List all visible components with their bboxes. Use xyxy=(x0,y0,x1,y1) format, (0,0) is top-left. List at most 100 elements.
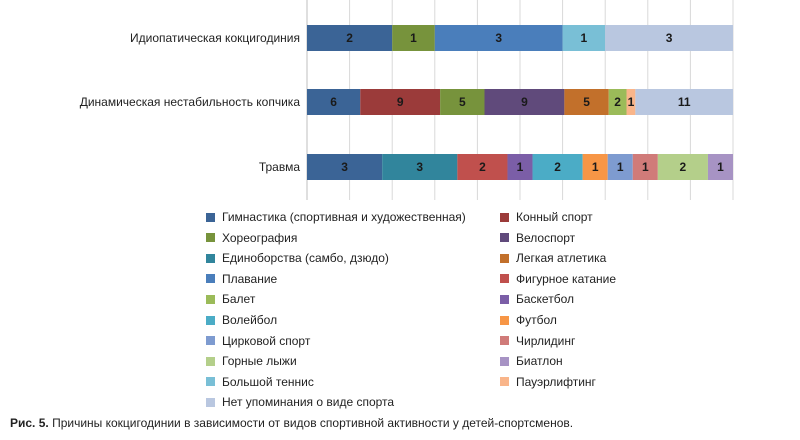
legend-item: Горные лыжи xyxy=(206,354,297,368)
data-label: 2 xyxy=(479,160,486,174)
bar-segment xyxy=(360,89,441,115)
legend-item: Нет упоминания о виде спорта xyxy=(206,395,394,409)
bar-segment xyxy=(382,154,458,180)
bar-segment xyxy=(564,89,609,115)
legend-label: Плавание xyxy=(222,271,278,286)
data-label: 1 xyxy=(581,31,588,45)
bar-segment xyxy=(626,89,636,115)
legend-swatch xyxy=(500,233,509,243)
data-label: 3 xyxy=(416,160,423,174)
category-label: Динамическая нестабильность копчика xyxy=(80,95,301,109)
legend-item: Волейбол xyxy=(206,313,277,327)
legend-item: Единоборства (самбо, дзюдо) xyxy=(206,251,389,265)
legend-label: Велоспорт xyxy=(516,230,576,245)
bar-segment xyxy=(707,154,733,180)
caption-label: Рис. 5. xyxy=(10,416,49,430)
data-label: 9 xyxy=(397,95,404,109)
bar-segment xyxy=(657,154,708,180)
bar-segment xyxy=(635,89,733,115)
legend-label: Конный спорт xyxy=(516,210,593,224)
bar-segment xyxy=(392,25,435,51)
legend-swatch xyxy=(206,274,215,284)
bar-segment xyxy=(484,89,565,115)
legend-swatch xyxy=(500,377,509,387)
bar-segment xyxy=(562,25,606,51)
legend-item: Легкая атлетика xyxy=(500,251,606,265)
legend-label: Балет xyxy=(222,292,256,307)
legend-swatch xyxy=(206,294,215,304)
legend-label: Баскетбол xyxy=(516,292,574,307)
data-label: 6 xyxy=(330,95,337,109)
legend-item: Пауэрлифтинг xyxy=(500,375,596,389)
bar-segment xyxy=(608,89,627,115)
legend-label: Биатлон xyxy=(516,354,563,369)
legend-label: Горные лыжи xyxy=(222,354,297,369)
bar-segment xyxy=(605,25,733,51)
bar-segment xyxy=(434,25,563,51)
data-label: 2 xyxy=(346,31,353,45)
bar-segment xyxy=(632,154,658,180)
legend-label: Чирлидинг xyxy=(516,333,576,348)
legend-item: Фигурное катание xyxy=(500,272,616,286)
legend-item: Велоспорт xyxy=(500,231,575,245)
data-label: 1 xyxy=(617,160,624,174)
legend-label: Гимнастика (спортивная и художественная) xyxy=(222,210,466,224)
figure-caption: Рис. 5. Причины кокцигодинии в зависимос… xyxy=(10,416,573,430)
legend-item: Баскетбол xyxy=(500,292,574,306)
legend-item: Чирлидинг xyxy=(500,334,575,348)
category-label: Идиопатическая кокцигодиния xyxy=(130,31,300,45)
data-label: 1 xyxy=(592,160,599,174)
legend-label: Цирковой спорт xyxy=(222,333,311,348)
legend-swatch xyxy=(500,294,509,304)
legend-swatch xyxy=(206,397,215,407)
legend-item: Гимнастика (спортивная и художественная) xyxy=(206,210,466,224)
bar-segment xyxy=(532,154,583,180)
legend-swatch xyxy=(500,274,509,284)
legend-item: Биатлон xyxy=(500,354,563,368)
legend-label: Нет упоминания о виде спорта xyxy=(222,395,395,410)
data-label: 3 xyxy=(495,31,502,45)
data-label: 9 xyxy=(521,95,528,109)
data-label: 1 xyxy=(517,160,524,174)
bar-segment xyxy=(440,89,485,115)
bar-segment xyxy=(307,89,361,115)
legend-swatch xyxy=(500,212,509,222)
legend-swatch xyxy=(206,233,215,243)
data-label: 1 xyxy=(642,160,649,174)
chart-plot: Идиопатическая кокцигодиния 2 1 3 1 3 Динамиче… xyxy=(80,0,734,200)
data-label: 5 xyxy=(459,95,466,109)
legend-item: Конный спорт xyxy=(500,210,593,224)
legend-swatch xyxy=(206,356,215,366)
category-label: Травма xyxy=(259,160,300,174)
legend-item: Футбол xyxy=(500,313,557,327)
bar-segment xyxy=(307,154,383,180)
bar-segment xyxy=(507,154,533,180)
data-label: 11 xyxy=(678,95,691,109)
caption-text: Причины кокцигодинии в зависимости от ви… xyxy=(48,416,574,430)
data-label: 1 xyxy=(628,95,635,109)
legend-swatch xyxy=(500,356,509,366)
legend-label: Большой теннис xyxy=(222,374,314,389)
legend-item: Большой теннис xyxy=(206,375,314,389)
bar-segment xyxy=(307,25,393,51)
legend-label: Единоборства (самбо, дзюдо) xyxy=(222,251,389,266)
legend-swatch xyxy=(206,253,215,263)
data-label: 3 xyxy=(666,31,673,45)
data-label: 3 xyxy=(341,160,348,174)
data-label: 2 xyxy=(554,160,561,174)
legend-swatch xyxy=(500,253,509,263)
legend-swatch xyxy=(206,212,215,222)
legend-item: Балет xyxy=(206,292,255,306)
data-label: 1 xyxy=(410,31,417,45)
bar-segment xyxy=(457,154,508,180)
legend-label: Пауэрлифтинг xyxy=(516,374,596,389)
legend-label: Хореография xyxy=(222,230,298,245)
data-label: 2 xyxy=(680,160,687,174)
legend-item: Цирковой спорт xyxy=(206,334,310,348)
legend-swatch xyxy=(206,336,215,346)
legend-item: Плавание xyxy=(206,272,277,286)
bar-segment xyxy=(582,154,608,180)
legend-label: Футбол xyxy=(516,313,557,327)
bar-segment xyxy=(607,154,633,180)
